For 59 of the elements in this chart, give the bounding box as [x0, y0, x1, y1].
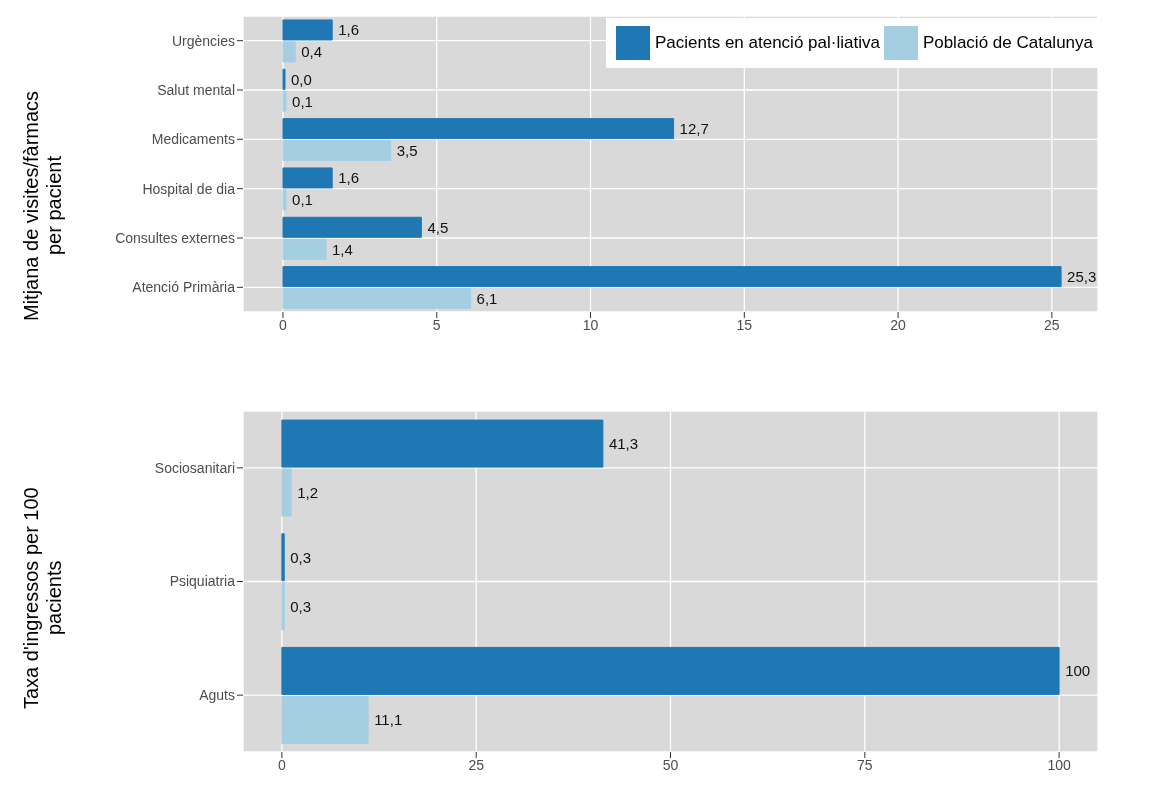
- x-tick-label: 25: [1044, 316, 1060, 333]
- x-tick-label: 15: [736, 316, 753, 333]
- x-tick-label: 0: [277, 756, 286, 773]
- y-axis-title: Mitjana de visites/fàrmacs per pacient: [20, 89, 66, 323]
- x-tick-label: 0: [279, 316, 288, 333]
- bar: [282, 90, 287, 112]
- data-label: 1,6: [338, 169, 360, 187]
- y-tick-label: Medicaments: [151, 131, 235, 148]
- y-tick-label: Urgències: [171, 32, 235, 49]
- bar: [281, 419, 604, 468]
- y-tick-label: Aguts: [199, 687, 235, 704]
- x-tick-label: 100: [1047, 756, 1072, 773]
- x-tick-label: 10: [582, 316, 599, 333]
- data-label: 4,5: [427, 218, 449, 236]
- x-tick-label: 25: [468, 756, 485, 773]
- data-label: 1,6: [338, 21, 360, 39]
- bar: [282, 266, 1062, 288]
- y-tick-label: Atenció Primària: [132, 279, 236, 296]
- x-tick-label: 75: [857, 756, 873, 773]
- data-label: 100: [1065, 662, 1091, 680]
- y-tick-label: Sociosanitari: [154, 459, 235, 476]
- bar: [282, 41, 296, 63]
- x-tick-label: 20: [890, 316, 907, 333]
- bar: [282, 167, 333, 189]
- x-tick-label: 5: [432, 316, 441, 333]
- data-label: 0,3: [290, 597, 312, 615]
- bar: [282, 238, 327, 260]
- bar: [281, 646, 1060, 695]
- y-tick-label: Psiquiatria: [169, 573, 236, 590]
- bar: [282, 189, 287, 211]
- legend-label: Pacients en atenció pal·liativa: [654, 33, 880, 53]
- y-tick-label: Consultes externes: [115, 229, 235, 246]
- bar: [282, 288, 472, 310]
- data-label: 12,7: [679, 119, 709, 137]
- x-tick-label: 50: [662, 756, 679, 773]
- data-label: 41,3: [608, 434, 639, 452]
- data-label: 1,4: [332, 240, 353, 258]
- bar: [281, 582, 285, 631]
- bar: [282, 140, 392, 162]
- bar: [281, 468, 292, 517]
- data-label: 25,3: [1067, 267, 1097, 285]
- bar: [282, 19, 333, 41]
- bar: [282, 216, 422, 238]
- data-label: 3,5: [396, 141, 418, 159]
- data-label: 0,3: [290, 548, 312, 566]
- legend-label: Població de Catalunya: [922, 33, 1093, 53]
- data-label: 0,0: [290, 70, 312, 88]
- y-tick-label: Hospital de dia: [142, 180, 236, 197]
- bar: [281, 695, 369, 744]
- data-label: 11,1: [374, 711, 403, 729]
- bar: [282, 118, 675, 140]
- data-label: 6,1: [476, 289, 498, 307]
- data-label: 0,1: [292, 92, 313, 110]
- bar: [281, 533, 285, 582]
- data-label: 1,2: [297, 483, 319, 501]
- y-tick-label: Salut mental: [157, 81, 235, 98]
- data-label: 0,4: [301, 43, 323, 61]
- data-label: 0,1: [292, 191, 313, 209]
- y-axis-title: Taxa d'ingressos per 100 pacients: [20, 486, 66, 711]
